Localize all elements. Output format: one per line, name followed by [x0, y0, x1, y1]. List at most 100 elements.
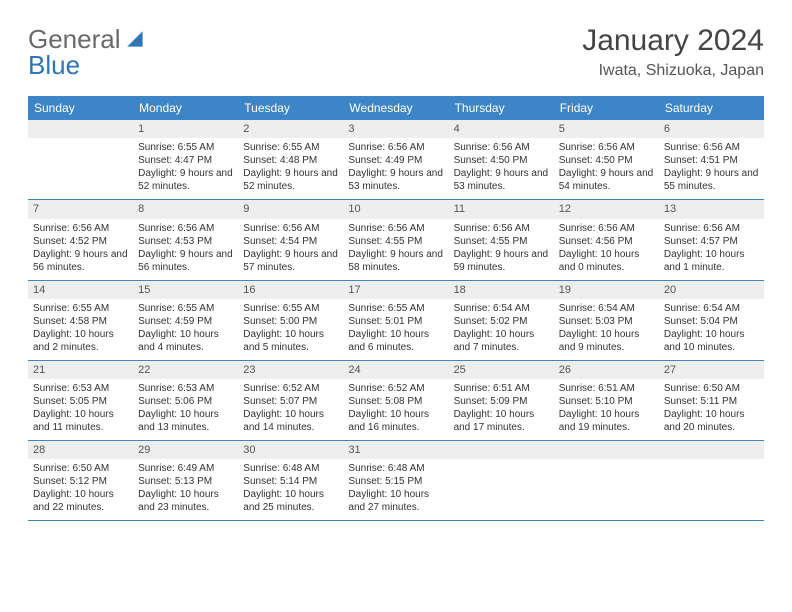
daylight-text: Daylight: 9 hours and 56 minutes. — [138, 248, 233, 274]
sunset-text: Sunset: 4:51 PM — [664, 154, 759, 167]
sunrise-text: Sunrise: 6:50 AM — [664, 382, 759, 395]
sunrise-text: Sunrise: 6:56 AM — [33, 222, 128, 235]
day-number: 20 — [659, 281, 764, 299]
daylight-text: Daylight: 10 hours and 2 minutes. — [33, 328, 128, 354]
day-cell: 24Sunrise: 6:52 AMSunset: 5:08 PMDayligh… — [343, 361, 448, 440]
daylight-text: Daylight: 10 hours and 7 minutes. — [454, 328, 549, 354]
day-details: Sunrise: 6:56 AMSunset: 4:52 PMDaylight:… — [28, 219, 133, 280]
sunrise-text: Sunrise: 6:56 AM — [348, 141, 443, 154]
week-row: 14Sunrise: 6:55 AMSunset: 4:58 PMDayligh… — [28, 281, 764, 361]
calendar: Sunday Monday Tuesday Wednesday Thursday… — [28, 96, 764, 521]
sunset-text: Sunset: 5:02 PM — [454, 315, 549, 328]
sunrise-text: Sunrise: 6:56 AM — [454, 222, 549, 235]
sunset-text: Sunset: 5:07 PM — [243, 395, 338, 408]
day-header: Sunday — [28, 96, 133, 120]
day-details: Sunrise: 6:56 AMSunset: 4:55 PMDaylight:… — [343, 219, 448, 280]
logo-sail-icon — [125, 29, 147, 51]
day-cell: 23Sunrise: 6:52 AMSunset: 5:07 PMDayligh… — [238, 361, 343, 440]
day-cell: 6Sunrise: 6:56 AMSunset: 4:51 PMDaylight… — [659, 120, 764, 199]
sunset-text: Sunset: 5:10 PM — [559, 395, 654, 408]
day-details: Sunrise: 6:56 AMSunset: 4:57 PMDaylight:… — [659, 219, 764, 280]
sunset-text: Sunset: 4:49 PM — [348, 154, 443, 167]
day-details: Sunrise: 6:51 AMSunset: 5:10 PMDaylight:… — [554, 379, 659, 440]
day-cell: 29Sunrise: 6:49 AMSunset: 5:13 PMDayligh… — [133, 441, 238, 520]
sunset-text: Sunset: 5:05 PM — [33, 395, 128, 408]
day-details: Sunrise: 6:48 AMSunset: 5:14 PMDaylight:… — [238, 459, 343, 520]
day-cell: 15Sunrise: 6:55 AMSunset: 4:59 PMDayligh… — [133, 281, 238, 360]
sunrise-text: Sunrise: 6:48 AM — [348, 462, 443, 475]
title-block: January 2024 Iwata, Shizuoka, Japan — [582, 24, 764, 80]
day-number — [554, 441, 659, 459]
week-row: 7Sunrise: 6:56 AMSunset: 4:52 PMDaylight… — [28, 200, 764, 280]
day-number: 18 — [449, 281, 554, 299]
daylight-text: Daylight: 9 hours and 55 minutes. — [664, 167, 759, 193]
sunset-text: Sunset: 5:11 PM — [664, 395, 759, 408]
day-details: Sunrise: 6:56 AMSunset: 4:51 PMDaylight:… — [659, 138, 764, 199]
sunrise-text: Sunrise: 6:48 AM — [243, 462, 338, 475]
day-number: 14 — [28, 281, 133, 299]
day-details: Sunrise: 6:55 AMSunset: 4:47 PMDaylight:… — [133, 138, 238, 199]
day-number: 24 — [343, 361, 448, 379]
sunset-text: Sunset: 5:04 PM — [664, 315, 759, 328]
sunset-text: Sunset: 4:58 PM — [33, 315, 128, 328]
sunset-text: Sunset: 5:15 PM — [348, 475, 443, 488]
sunset-text: Sunset: 5:01 PM — [348, 315, 443, 328]
sunset-text: Sunset: 5:12 PM — [33, 475, 128, 488]
day-details: Sunrise: 6:49 AMSunset: 5:13 PMDaylight:… — [133, 459, 238, 520]
day-details: Sunrise: 6:56 AMSunset: 4:49 PMDaylight:… — [343, 138, 448, 199]
sunrise-text: Sunrise: 6:55 AM — [243, 302, 338, 315]
daylight-text: Daylight: 10 hours and 22 minutes. — [33, 488, 128, 514]
day-header: Saturday — [659, 96, 764, 120]
day-cell: 19Sunrise: 6:54 AMSunset: 5:03 PMDayligh… — [554, 281, 659, 360]
location: Iwata, Shizuoka, Japan — [582, 62, 764, 80]
day-number: 26 — [554, 361, 659, 379]
day-header: Friday — [554, 96, 659, 120]
sunset-text: Sunset: 4:56 PM — [559, 235, 654, 248]
day-details — [554, 459, 659, 468]
daylight-text: Daylight: 9 hours and 54 minutes. — [559, 167, 654, 193]
day-number: 21 — [28, 361, 133, 379]
day-number: 15 — [133, 281, 238, 299]
daylight-text: Daylight: 10 hours and 6 minutes. — [348, 328, 443, 354]
day-cell: 17Sunrise: 6:55 AMSunset: 5:01 PMDayligh… — [343, 281, 448, 360]
day-details: Sunrise: 6:48 AMSunset: 5:15 PMDaylight:… — [343, 459, 448, 520]
day-number — [449, 441, 554, 459]
sunset-text: Sunset: 4:59 PM — [138, 315, 233, 328]
sunset-text: Sunset: 4:48 PM — [243, 154, 338, 167]
day-number: 4 — [449, 120, 554, 138]
day-cell: 21Sunrise: 6:53 AMSunset: 5:05 PMDayligh… — [28, 361, 133, 440]
daylight-text: Daylight: 10 hours and 25 minutes. — [243, 488, 338, 514]
day-details: Sunrise: 6:56 AMSunset: 4:56 PMDaylight:… — [554, 219, 659, 280]
sunset-text: Sunset: 4:55 PM — [454, 235, 549, 248]
sunrise-text: Sunrise: 6:55 AM — [243, 141, 338, 154]
sunset-text: Sunset: 4:57 PM — [664, 235, 759, 248]
sunset-text: Sunset: 4:50 PM — [454, 154, 549, 167]
day-details: Sunrise: 6:55 AMSunset: 4:59 PMDaylight:… — [133, 299, 238, 360]
day-cell: 11Sunrise: 6:56 AMSunset: 4:55 PMDayligh… — [449, 200, 554, 279]
day-details: Sunrise: 6:56 AMSunset: 4:55 PMDaylight:… — [449, 219, 554, 280]
daylight-text: Daylight: 10 hours and 16 minutes. — [348, 408, 443, 434]
day-details: Sunrise: 6:50 AMSunset: 5:11 PMDaylight:… — [659, 379, 764, 440]
day-number: 1 — [133, 120, 238, 138]
day-number: 22 — [133, 361, 238, 379]
day-number: 25 — [449, 361, 554, 379]
daylight-text: Daylight: 9 hours and 53 minutes. — [348, 167, 443, 193]
day-number: 9 — [238, 200, 343, 218]
day-header: Monday — [133, 96, 238, 120]
sunrise-text: Sunrise: 6:50 AM — [33, 462, 128, 475]
sunset-text: Sunset: 5:08 PM — [348, 395, 443, 408]
daylight-text: Daylight: 10 hours and 4 minutes. — [138, 328, 233, 354]
daylight-text: Daylight: 10 hours and 23 minutes. — [138, 488, 233, 514]
sunrise-text: Sunrise: 6:56 AM — [559, 141, 654, 154]
logo-text-b: Blue — [28, 50, 80, 81]
day-cell — [659, 441, 764, 520]
day-cell: 9Sunrise: 6:56 AMSunset: 4:54 PMDaylight… — [238, 200, 343, 279]
sunset-text: Sunset: 4:54 PM — [243, 235, 338, 248]
day-details: Sunrise: 6:56 AMSunset: 4:53 PMDaylight:… — [133, 219, 238, 280]
day-details — [659, 459, 764, 468]
sunset-text: Sunset: 5:13 PM — [138, 475, 233, 488]
day-number: 29 — [133, 441, 238, 459]
day-number: 13 — [659, 200, 764, 218]
day-cell: 20Sunrise: 6:54 AMSunset: 5:04 PMDayligh… — [659, 281, 764, 360]
day-number: 7 — [28, 200, 133, 218]
